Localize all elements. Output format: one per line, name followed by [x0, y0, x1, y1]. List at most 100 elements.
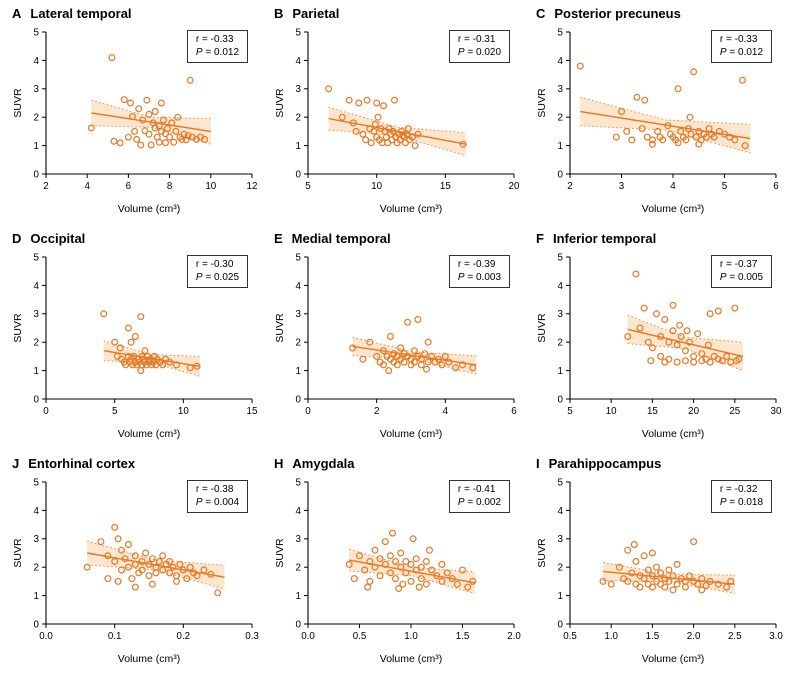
data-point [727, 577, 735, 585]
data-point [138, 566, 146, 574]
data-point [159, 116, 167, 124]
panel-letter: D [12, 231, 22, 246]
y-tick-label: 2 [558, 337, 563, 348]
data-point [128, 112, 136, 120]
data-point [409, 534, 417, 542]
data-point [644, 338, 652, 346]
data-point [648, 140, 656, 148]
x-tick-label: 6 [511, 406, 517, 417]
x-axis-label: Volume (cm³) [380, 653, 442, 665]
data-point [137, 366, 145, 374]
data-point [674, 84, 682, 92]
data-point [389, 127, 397, 135]
panel-parietal: B Parietal 5 10 15 20 0 1 2 3 4 5 Volume (cm³) SUVR… [266, 4, 528, 229]
stats-box: r = -0.30 P = 0.025 [186, 254, 248, 288]
data-point [421, 349, 429, 357]
y-tick-label: 1 [34, 591, 39, 602]
data-point [166, 133, 174, 141]
data-point [648, 135, 656, 143]
data-point [407, 577, 415, 585]
data-point [128, 574, 136, 582]
data-point [638, 124, 646, 132]
panel-title-text: Parietal [292, 6, 340, 21]
y-tick-label: 4 [296, 55, 302, 66]
data-point [665, 355, 673, 363]
data-point [576, 62, 584, 70]
data-point [706, 309, 714, 317]
y-tick-label: 1 [34, 141, 39, 152]
panel-letter: A [12, 6, 22, 21]
data-point [117, 546, 125, 554]
y-tick-label: 0 [34, 394, 40, 405]
panel-letter: F [536, 231, 544, 246]
stats-box: r = -0.31 P = 0.020 [448, 29, 510, 63]
x-tick-label: 2 [567, 181, 572, 192]
y-axis-label: SUVR [12, 88, 24, 118]
data-point [124, 563, 132, 571]
data-point [186, 76, 194, 84]
fit-line [91, 111, 211, 132]
data-point [423, 365, 431, 373]
stats-box: r = -0.41 P = 0.002 [448, 479, 510, 513]
data-point [402, 568, 410, 576]
data-point [674, 138, 682, 146]
data-point [159, 360, 167, 368]
x-tick-label: 20 [688, 406, 699, 417]
data-point [179, 566, 187, 574]
data-point [741, 141, 749, 149]
data-point [379, 360, 387, 368]
axes: 0 2 4 6 0 1 2 3 4 5 [296, 252, 518, 417]
data-point [169, 563, 177, 571]
data-point [137, 312, 145, 320]
y-tick-label: 0 [296, 394, 302, 405]
data-point [371, 563, 379, 571]
panel-title: E Medial temporal [274, 231, 528, 247]
data-point [173, 577, 181, 585]
panel-title: A Lateral temporal [12, 6, 266, 22]
data-point [362, 135, 370, 143]
data-point [705, 124, 713, 132]
panel-title: J Entorhinal cortex [12, 456, 266, 472]
r-value: r = -0.33 [195, 33, 234, 45]
panel-title: C Posterior precuneus [536, 6, 790, 22]
data-point [661, 315, 669, 323]
axes: 2 3 4 5 6 0 1 2 3 4 5 [558, 27, 780, 192]
data-point [124, 540, 132, 548]
data-point [145, 130, 153, 138]
data-point [379, 101, 387, 109]
data-point [364, 583, 372, 591]
data-point [644, 566, 652, 574]
data-point [686, 113, 694, 121]
data-point [704, 341, 712, 349]
r-value: r = -0.39 [457, 258, 496, 270]
y-tick-label: 5 [34, 27, 40, 38]
p-value: P = 0.002 [457, 497, 501, 509]
stats-box: r = -0.33 P = 0.012 [710, 29, 772, 63]
data-point [186, 563, 194, 571]
data-point [669, 585, 677, 593]
data-point [694, 329, 702, 337]
data-point [214, 588, 222, 596]
y-tick-label: 4 [296, 505, 302, 516]
panel-title: I Parahippocampus [536, 456, 790, 472]
data-point [371, 546, 379, 554]
data-point [367, 138, 375, 146]
data-point [104, 551, 112, 559]
panel-title-text: Posterior precuneus [554, 6, 681, 21]
data-point [632, 270, 640, 278]
data-point [677, 332, 685, 340]
x-tick-label: 12 [247, 181, 258, 192]
data-point [147, 141, 155, 149]
data-point [459, 566, 467, 574]
data-point [142, 549, 150, 557]
panel-posterior-precuneus: C Posterior precuneus 2 3 4 5 6 0 1 2 3 4 5 Volume … [528, 4, 790, 229]
y-axis-label: SUVR [536, 313, 548, 343]
data-point [388, 529, 396, 537]
data-point [683, 326, 691, 334]
y-axis-label: SUVR [274, 313, 286, 343]
data-point [381, 537, 389, 545]
x-axis-label: Volume (cm³) [118, 428, 180, 440]
x-tick-label: 0.3 [245, 631, 259, 642]
data-point [166, 568, 174, 576]
data-point [607, 580, 615, 588]
